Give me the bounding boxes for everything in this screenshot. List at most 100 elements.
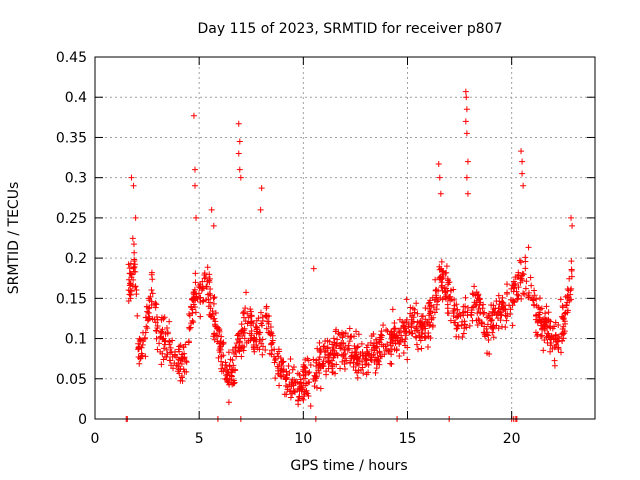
data-point — [202, 274, 209, 281]
data-point — [197, 313, 204, 320]
data-point — [446, 279, 453, 286]
data-point — [322, 347, 329, 354]
data-point — [502, 324, 509, 331]
data-point — [429, 294, 436, 301]
data-point — [480, 301, 487, 308]
data-point — [232, 345, 239, 352]
data-point — [277, 354, 284, 361]
data-point — [483, 314, 490, 321]
data-point — [258, 185, 265, 192]
data-point — [400, 328, 407, 335]
data-point — [548, 340, 555, 347]
data-point — [203, 296, 210, 303]
data-point — [178, 361, 185, 368]
data-point — [424, 343, 431, 350]
data-point — [444, 309, 451, 316]
data-point — [559, 313, 566, 320]
data-point — [471, 283, 478, 290]
data-point — [480, 310, 487, 317]
data-point — [127, 280, 134, 287]
data-point — [567, 287, 574, 294]
data-point — [153, 335, 160, 342]
data-point — [471, 299, 478, 306]
data-point — [186, 312, 193, 319]
data-point — [564, 285, 571, 292]
data-point — [201, 270, 208, 277]
data-point — [133, 291, 140, 298]
data-point — [523, 278, 530, 285]
data-point — [337, 365, 344, 372]
data-point — [504, 313, 511, 320]
data-point — [212, 323, 219, 330]
data-point — [287, 394, 294, 401]
data-point — [484, 321, 491, 328]
data-point — [355, 331, 362, 338]
data-point — [478, 319, 485, 326]
data-point — [475, 306, 482, 313]
data-point — [391, 320, 398, 327]
data-point — [418, 345, 425, 352]
data-point — [228, 368, 235, 375]
data-point — [210, 333, 217, 340]
data-point — [479, 305, 486, 312]
data-point — [398, 332, 405, 339]
data-point — [131, 249, 138, 256]
data-point — [125, 287, 132, 294]
data-point — [190, 112, 197, 119]
data-point — [340, 330, 347, 337]
data-point — [140, 329, 147, 336]
data-point — [534, 331, 541, 338]
data-point — [240, 309, 247, 316]
data-point — [225, 399, 232, 406]
data-point — [519, 170, 526, 177]
data-point — [391, 325, 398, 332]
data-point — [376, 348, 383, 355]
data-point — [351, 333, 358, 340]
data-point — [149, 315, 156, 322]
data-point — [422, 305, 429, 312]
data-point — [231, 350, 238, 357]
data-point — [306, 369, 313, 376]
data-point — [128, 174, 135, 181]
data-point — [189, 306, 196, 313]
data-point — [135, 345, 142, 352]
data-point — [418, 319, 425, 326]
data-point — [464, 158, 471, 165]
data-point — [305, 357, 312, 364]
data-point — [432, 286, 439, 293]
data-point — [467, 311, 474, 318]
data-point — [257, 206, 264, 213]
data-point — [338, 344, 345, 351]
data-point — [186, 324, 193, 331]
data-point — [386, 331, 393, 338]
data-point — [253, 324, 260, 331]
data-point — [302, 356, 309, 363]
data-point — [568, 214, 575, 221]
data-point — [447, 287, 454, 294]
data-point — [316, 354, 323, 361]
data-point — [228, 366, 235, 373]
data-point — [330, 335, 337, 342]
data-point — [149, 290, 156, 297]
data-point — [242, 305, 249, 312]
data-point — [179, 351, 186, 358]
data-point — [407, 304, 414, 311]
data-point — [327, 351, 334, 358]
data-point — [144, 308, 151, 315]
data-point — [462, 294, 469, 301]
data-point — [447, 317, 454, 324]
data-point — [158, 361, 165, 368]
data-point — [543, 303, 550, 310]
data-point — [545, 309, 552, 316]
data-point — [300, 393, 307, 400]
data-point — [364, 348, 371, 355]
data-point — [411, 327, 418, 334]
data-point — [132, 214, 139, 221]
data-point — [223, 372, 230, 379]
data-point — [237, 174, 244, 181]
data-point — [558, 349, 565, 356]
data-point — [541, 327, 548, 334]
data-point — [280, 358, 287, 365]
data-point — [307, 362, 314, 369]
data-point — [162, 337, 169, 344]
